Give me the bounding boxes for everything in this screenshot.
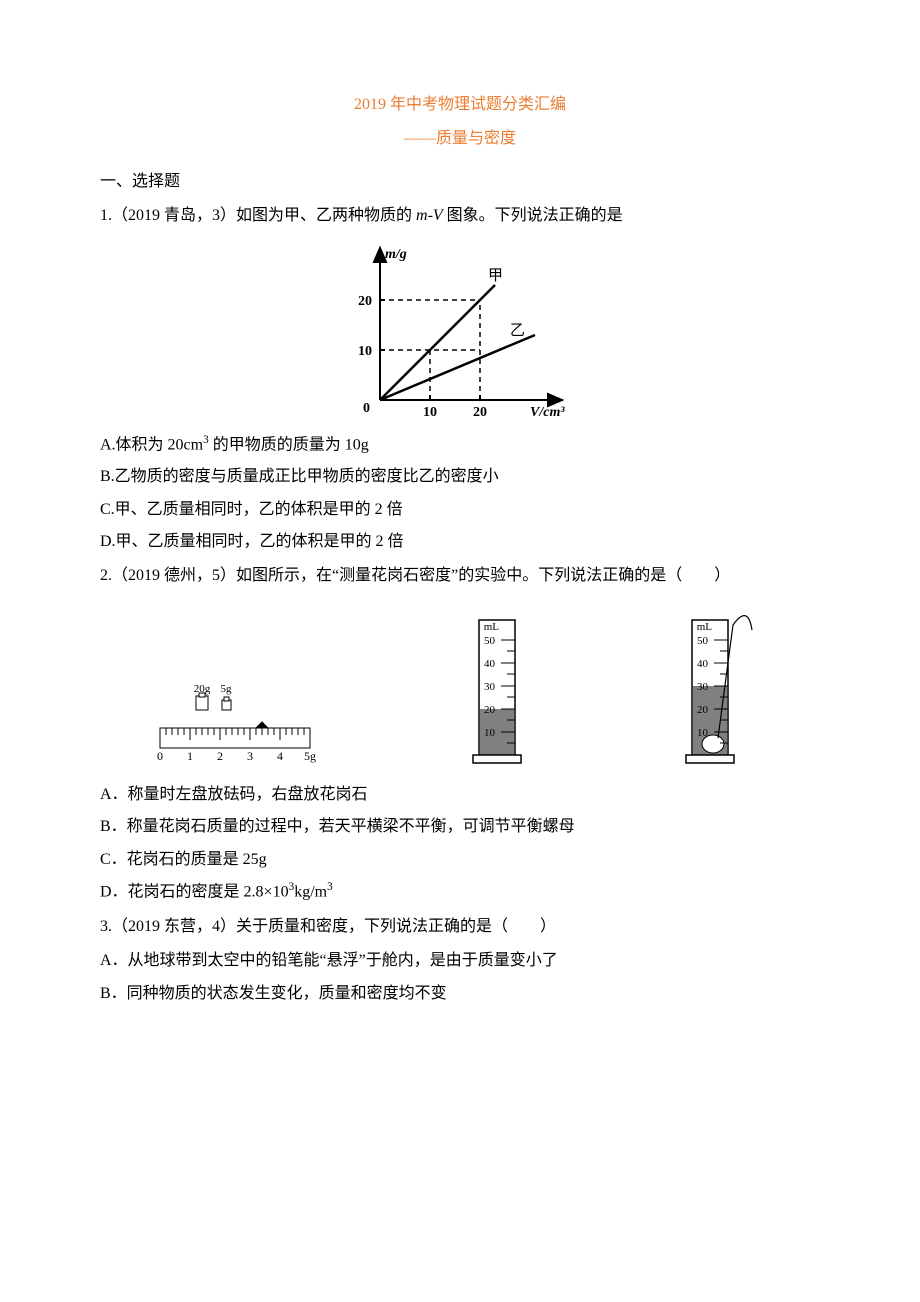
- q1-optB: B.乙物质的密度与质量成正比甲物质的密度比乙的密度小: [100, 462, 820, 492]
- q1-optC: C.甲、乙质量相同时，乙的体积是甲的 2 倍: [100, 495, 820, 525]
- balance-reading-icon: 20g 5g: [152, 660, 322, 770]
- q1-optA-pre: A.体积为 20cm: [100, 436, 203, 453]
- q2-figure: 20g 5g: [100, 610, 820, 770]
- cyl-r-10: 10: [697, 727, 709, 739]
- section-heading: 一、选择题: [100, 167, 820, 197]
- ruler-tick-4: 4: [277, 749, 283, 763]
- q1-optA: A.体积为 20cm3 的甲物质的质量为 10g: [100, 430, 820, 461]
- q1-stem-b: 图象。下列说法正确的是: [443, 207, 623, 224]
- chart1-label-yi: 乙: [510, 323, 525, 339]
- q2-stem: 2.（2019 德州，5）如图所示，在“测量花岗石密度”的实验中。下列说法正确的…: [100, 561, 820, 591]
- weight-5g-label: 5g: [220, 683, 232, 695]
- q1-optD: D.甲、乙质量相同时，乙的体积是甲的 2 倍: [100, 527, 820, 557]
- cyl-r-30: 30: [697, 681, 709, 693]
- q2-optA: A．称量时左盘放砝码，右盘放花岗石: [100, 780, 820, 810]
- q3-optA: A．从地球带到太空中的铅笔能“悬浮”于舱内，是由于质量变小了: [100, 946, 820, 976]
- q1-stem-italic: m-V: [416, 207, 443, 224]
- q2-optC: C．花岗石的质量是 25g: [100, 845, 820, 875]
- ruler-tick-0: 0: [157, 749, 163, 763]
- chart1-label-jia: 甲: [488, 268, 503, 284]
- cyl-l-20: 20: [484, 704, 496, 716]
- doc-subtitle: ——质量与密度: [100, 124, 820, 154]
- chart1-x20: 20: [473, 405, 487, 420]
- cyl-r-20: 20: [697, 704, 709, 716]
- ruler-tick-2: 2: [217, 749, 223, 763]
- cylinder-right-icon: mL 10 20 30 40 50: [678, 610, 768, 770]
- chart1-origin: 0: [363, 401, 370, 416]
- q1-stem-a: 1.（2019 青岛，3）如图为甲、乙两种物质的: [100, 207, 416, 224]
- cyl-l-30: 30: [484, 681, 496, 693]
- q2-optD-post: kg/m: [294, 883, 327, 900]
- cyl-r-40: 40: [697, 658, 709, 670]
- q2-optD: D．花岗石的密度是 2.8×103kg/m3: [100, 877, 820, 908]
- doc-title: 2019 年中考物理试题分类汇编: [100, 90, 820, 120]
- cyl-r-50: 50: [697, 635, 709, 647]
- q3-stem: 3.（2019 东营，4）关于质量和密度，下列说法正确的是（ ）: [100, 912, 820, 942]
- cylinder-left-icon: mL 10 20 30 40 50: [465, 610, 535, 770]
- q2-optD-sup2: 3: [327, 881, 333, 893]
- cyl-l-50: 50: [484, 635, 496, 647]
- ruler-tick-5: 5g: [304, 749, 316, 763]
- cyl-l-40: 40: [484, 658, 496, 670]
- cyl-unit-l: mL: [484, 621, 500, 633]
- q1-stem: 1.（2019 青岛，3）如图为甲、乙两种物质的 m-V 图象。下列说法正确的是: [100, 201, 820, 231]
- q2-optB: B．称量花岗石质量的过程中，若天平横梁不平衡，可调节平衡螺母: [100, 812, 820, 842]
- q1-chart: 0 10 20 10 20 m/g V/cm³ 甲 乙: [100, 240, 820, 420]
- cyl-l-10: 10: [484, 727, 496, 739]
- chart1-x10: 10: [423, 405, 437, 420]
- cyl-unit-r: mL: [697, 621, 713, 633]
- chart1-y10: 10: [358, 344, 372, 359]
- chart1-xlabel: V/cm³: [530, 405, 565, 420]
- chart1-y20: 20: [358, 294, 372, 309]
- q1-optA-post: 的甲物质的质量为 10g: [209, 436, 369, 453]
- q2-optD-pre: D．花岗石的密度是 2.8×10: [100, 883, 289, 900]
- ruler-tick-1: 1: [187, 749, 193, 763]
- chart1-ylabel: m/g: [385, 247, 407, 262]
- ruler-tick-3: 3: [247, 749, 253, 763]
- q3-optB: B．同种物质的状态发生变化，质量和密度均不变: [100, 979, 820, 1009]
